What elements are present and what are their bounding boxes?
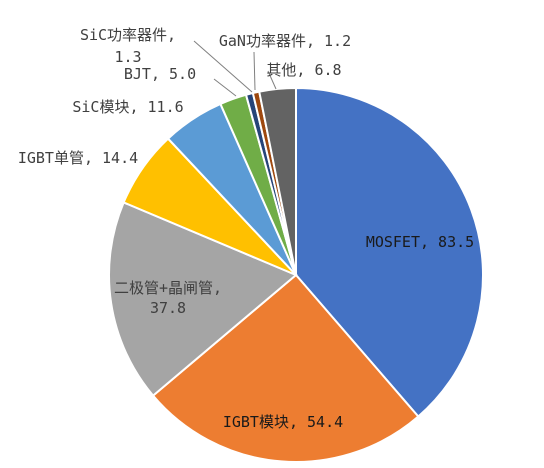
slice-label-3: IGBT单管, 14.4 <box>18 149 138 167</box>
slice-label-0: MOSFET, 83.5 <box>366 233 474 251</box>
slice-label-line: IGBT单管, 14.4 <box>18 149 138 167</box>
leader-line-6 <box>193 40 253 93</box>
slice-label-line: SiC模块, 11.6 <box>72 98 183 116</box>
slice-label-line: 二极管+晶闸管, <box>114 279 222 297</box>
slice-label-line: IGBT模块, 54.4 <box>223 413 343 431</box>
pie-slice-8 <box>258 86 297 276</box>
slice-label-4: SiC模块, 11.6 <box>72 98 183 116</box>
slice-label-2: 二极管+晶闸管, 37.8 <box>114 279 222 317</box>
pie-slice-2 <box>107 201 298 398</box>
slice-label-5: BJT, 5.0 <box>124 65 196 83</box>
slice-label-line: MOSFET, 83.5 <box>366 233 474 251</box>
slice-label-8: 其他, 6.8 <box>266 61 341 79</box>
slice-label-line: 其他, 6.8 <box>266 61 341 79</box>
slice-label-6: SiC功率器件, 1.3 <box>80 26 176 66</box>
pie-slice-0 <box>295 86 484 418</box>
slice-label-7: GaN功率器件, 1.2 <box>219 32 351 50</box>
slice-label-line: 37.8 <box>150 299 186 317</box>
slice-label-line: GaN功率器件, 1.2 <box>219 32 351 50</box>
leader-line-8 <box>267 70 277 90</box>
leader-line-7 <box>253 51 256 91</box>
slice-label-line: 1.3 <box>114 48 141 66</box>
pie-slices <box>107 86 484 463</box>
leader-lines <box>193 40 277 97</box>
slice-label-line: BJT, 5.0 <box>124 65 196 83</box>
slice-label-line: SiC功率器件, <box>80 26 176 44</box>
slice-label-1: IGBT模块, 54.4 <box>223 413 343 431</box>
pie-slice-1 <box>151 273 420 463</box>
leader-line-5 <box>213 78 237 97</box>
slice-labels: MOSFET, 83.5 IGBT模块, 54.4 二极管+晶闸管, 37.8 IGBT… <box>18 26 474 431</box>
